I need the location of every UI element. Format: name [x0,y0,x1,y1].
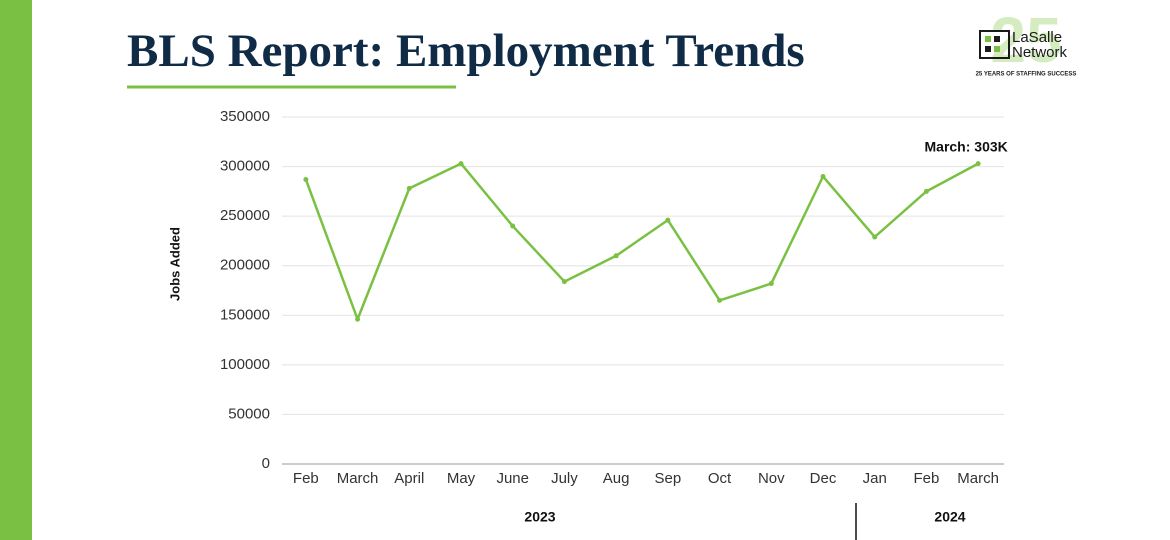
y-tick-label: 100000 [220,356,270,373]
point [872,234,878,240]
line [304,162,979,321]
logo-icon [994,46,1000,52]
logo: 25 LaSalle Network 25 YEARS OF STAFFING … [976,4,1077,78]
x-tick-label: Jan [863,470,887,487]
x-tick-label: March [337,470,379,487]
y-tick-label: 300000 [220,158,270,175]
x-tick-label: Oct [708,470,732,487]
x-tick-label: Feb [293,470,319,487]
point [975,161,981,167]
point [561,279,567,285]
x-tick-label: Nov [758,470,785,487]
x-tick-label: April [394,470,424,487]
x-tick-label: Aug [603,470,630,487]
point [768,281,774,287]
y-tick-label: 50000 [228,405,270,422]
y-tick-label: 150000 [220,306,270,323]
x-tick-label: May [447,470,476,487]
logo-badge: 25 [990,4,1061,76]
logo-icon [994,36,1000,42]
year-label: 2023 [524,509,555,525]
logo-name: Network [1012,44,1068,61]
y-axis-label: Jobs Added [167,227,182,301]
x-tick-label: March [957,470,999,487]
x-tick-label: July [551,470,578,487]
x-tick-label: Feb [913,470,939,487]
side-bar [0,0,32,540]
logo-icon [979,30,1010,59]
point [717,297,723,303]
point [355,316,361,322]
point [665,217,671,223]
logo-icon [985,36,991,42]
year-label: 2024 [934,509,965,525]
y-tick-label: 350000 [220,108,270,125]
x-tick-label: Dec [810,470,837,487]
point [820,173,826,179]
point [458,161,464,167]
chart-title: BLS Report: Employment Trends [127,25,805,77]
point [510,223,516,229]
y-tick-label: 200000 [220,257,270,274]
point [923,188,929,194]
annotation: March: 303K [925,138,1008,154]
logo-icon [985,46,991,52]
logo-name: LaSalle [1012,29,1062,46]
x-tick-label: Sep [655,470,682,487]
point [303,176,309,182]
y-tick-label: 0 [262,455,270,472]
point [406,185,412,191]
point [613,253,619,259]
y-tick-label: 250000 [220,207,270,224]
x-tick-label: June [496,470,529,487]
logo-tagline: 25 YEARS OF STAFFING SUCCESS [976,72,1077,78]
